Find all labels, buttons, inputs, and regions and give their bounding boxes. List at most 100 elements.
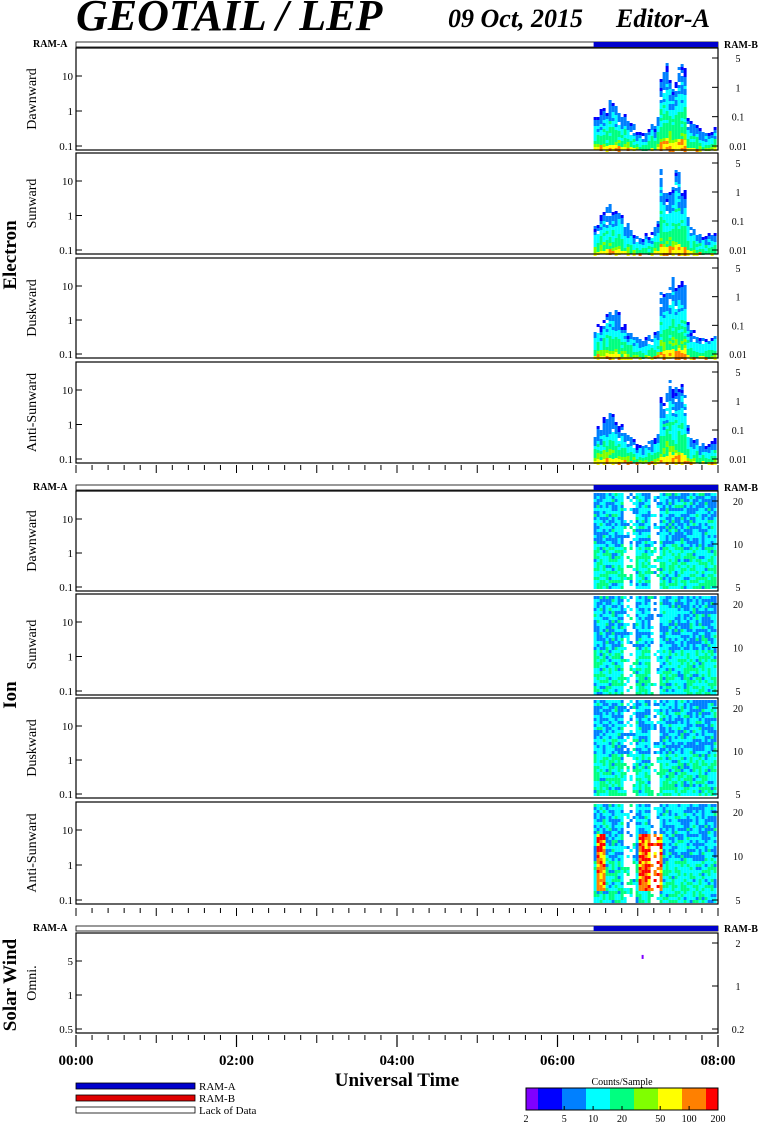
spectrogram-cell xyxy=(683,437,687,440)
spectrogram-cell xyxy=(641,721,645,724)
spectrogram-cell xyxy=(662,529,666,532)
spectrogram-cell xyxy=(704,547,708,550)
spectrogram-cell xyxy=(680,302,684,305)
spectrogram-cell xyxy=(680,529,684,532)
spectrogram-cell xyxy=(638,620,642,623)
spectrogram-cell xyxy=(686,583,690,586)
spectrogram-cell xyxy=(599,535,603,538)
spectrogram-cell xyxy=(671,683,675,686)
spectrogram-cell xyxy=(668,222,672,225)
spectrogram-cell xyxy=(596,123,600,126)
spectrogram-cell xyxy=(599,496,603,499)
spectrogram-cell xyxy=(614,703,618,706)
spectrogram-cell xyxy=(659,559,663,562)
spectrogram-cell xyxy=(710,338,714,341)
spectrogram-cell xyxy=(698,680,702,683)
spectrogram-cell xyxy=(653,332,657,335)
spectrogram-cell xyxy=(614,680,618,683)
spectrogram-cell xyxy=(704,553,708,556)
spectrogram-cell xyxy=(683,113,687,116)
spectrogram-cell xyxy=(704,574,708,577)
spectrogram-cell xyxy=(653,444,657,447)
spectrogram-cell xyxy=(605,739,609,742)
spectrogram-cell xyxy=(704,626,708,629)
spectrogram-cell xyxy=(614,217,618,220)
spectrogram-cell xyxy=(674,626,678,629)
spectrogram-cell xyxy=(701,452,705,455)
spectrogram-cell xyxy=(665,111,669,114)
spectrogram-cell xyxy=(620,596,624,599)
spectrogram-cell xyxy=(707,447,711,450)
spectrogram-cell xyxy=(662,102,666,105)
spectrogram-cell xyxy=(680,662,684,665)
spectrogram-cell xyxy=(656,221,660,224)
spectrogram-cell xyxy=(665,599,669,602)
spectrogram-cell xyxy=(656,334,660,337)
spectrogram-cell xyxy=(635,550,639,553)
spectrogram-cell xyxy=(608,727,612,730)
spectrogram-cell xyxy=(620,233,624,236)
spectrogram-cell xyxy=(704,455,708,458)
spectrogram-cell xyxy=(611,671,615,674)
spectrogram-cell xyxy=(695,514,699,517)
spectrogram-cell xyxy=(677,401,681,404)
spectrogram-cell xyxy=(674,441,678,444)
spectrogram-cell xyxy=(683,455,687,458)
spectrogram-cell xyxy=(617,459,621,462)
spectrogram-cell xyxy=(701,350,705,353)
spectrogram-cell xyxy=(674,632,678,635)
spectrogram-cell xyxy=(701,556,705,559)
spectrogram-cell xyxy=(614,434,618,437)
spectrogram-cell xyxy=(707,251,711,254)
spectrogram-cell xyxy=(704,665,708,668)
spectrogram-cell xyxy=(593,677,597,680)
spectrogram-cell xyxy=(689,653,693,656)
spectrogram-cell xyxy=(671,101,675,104)
spectrogram-cell xyxy=(611,692,615,695)
spectrogram-cell xyxy=(620,793,624,796)
spectrogram-cell xyxy=(641,742,645,745)
spectrogram-cell xyxy=(665,683,669,686)
spectrogram-cell xyxy=(599,127,603,130)
spectrogram-cell xyxy=(680,599,684,602)
spectrogram-cell xyxy=(674,538,678,541)
spectrogram-cell xyxy=(677,517,681,520)
spectrogram-cell xyxy=(617,550,621,553)
spectrogram-cell xyxy=(677,538,681,541)
spectrogram-cell xyxy=(620,751,624,754)
spectrogram-cell xyxy=(638,692,642,695)
spectrogram-cell xyxy=(680,226,684,229)
spectrogram-cell xyxy=(608,434,612,437)
spectrogram-cell xyxy=(707,683,711,686)
spectrogram-cell xyxy=(629,565,633,568)
spectrogram-cell xyxy=(668,580,672,583)
spectrogram-cell xyxy=(665,441,669,444)
spectrogram-cell xyxy=(644,352,648,355)
spectrogram-cell xyxy=(713,680,717,683)
spectrogram-cell xyxy=(701,443,705,446)
spectrogram-cell xyxy=(602,320,606,323)
spectrogram-cell xyxy=(707,677,711,680)
spectrogram-cell xyxy=(698,131,702,134)
spectrogram-cell xyxy=(614,568,618,571)
spectrogram-cell xyxy=(605,556,609,559)
spectrogram-cell xyxy=(617,116,621,119)
spectrogram-cell xyxy=(680,505,684,508)
spectrogram-cell xyxy=(608,790,612,793)
spectrogram-cell xyxy=(605,562,609,565)
spectrogram-cell xyxy=(620,348,624,351)
spectrogram-cell xyxy=(644,337,648,340)
spectrogram-cell xyxy=(650,452,654,455)
spectrogram-cell xyxy=(677,689,681,692)
spectrogram-cell xyxy=(641,614,645,617)
spectrogram-cell xyxy=(665,208,669,211)
spectrogram-cell xyxy=(704,452,708,455)
spectrogram-cell xyxy=(656,132,660,135)
spectrogram-cell xyxy=(593,141,597,144)
spectrogram-cell xyxy=(611,450,615,453)
spectrogram-cell xyxy=(674,505,678,508)
spectrogram-cell xyxy=(653,541,657,544)
spectrogram-cell xyxy=(608,647,612,650)
